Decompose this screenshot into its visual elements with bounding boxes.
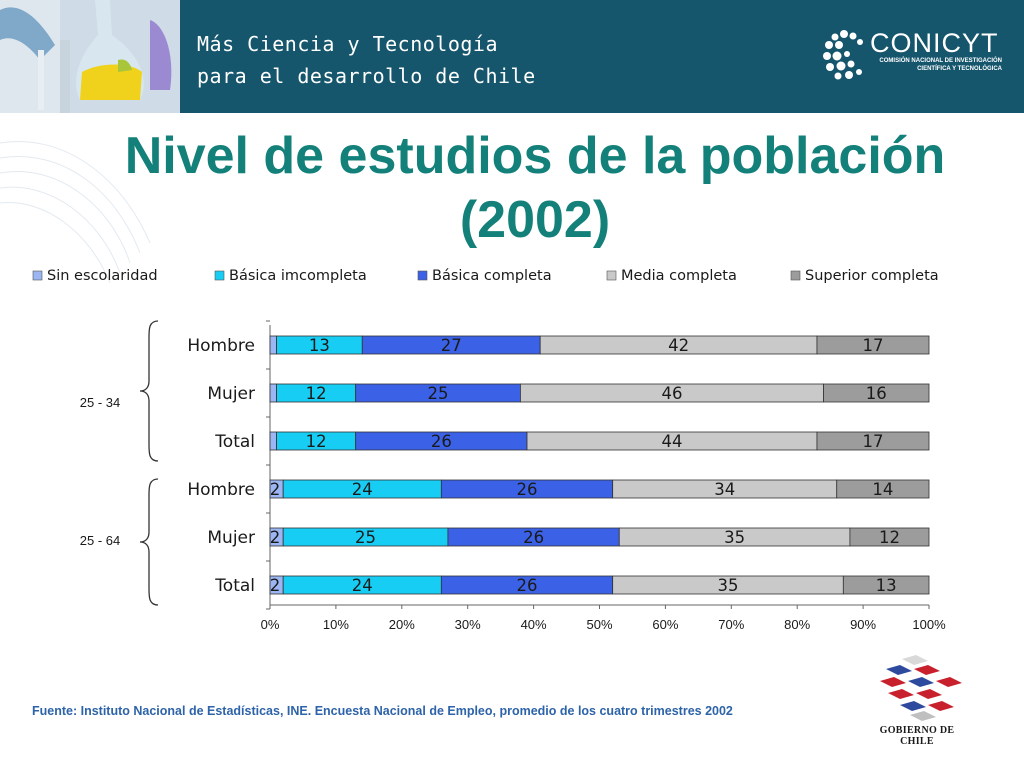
gobierno-de-chile-logo: GOBIERNO DE CHILE — [862, 655, 972, 747]
data-label: 12 — [306, 384, 327, 403]
category-label: Hombre — [187, 480, 255, 500]
header-banner: Más Ciencia y Tecnología para el desarro… — [0, 0, 1024, 113]
x-tick-label: 80% — [784, 617, 810, 632]
data-label: 17 — [862, 336, 883, 355]
tagline-line-1: Más Ciencia y Tecnología — [197, 32, 498, 56]
legend-swatch — [214, 270, 225, 281]
data-label: 12 — [879, 528, 900, 547]
category-label: Total — [214, 432, 255, 452]
legend-label: Sin escolaridad — [47, 268, 158, 284]
data-label: 12 — [306, 432, 327, 451]
conicyt-subtitle-line-2: CIENTÍFICA Y TECNOLÓGICA — [917, 66, 1002, 72]
data-label: 44 — [661, 432, 682, 451]
tagline-line-2: para el desarrollo de Chile — [197, 64, 536, 88]
category-label: Mujer — [207, 528, 255, 548]
category-label: Total — [214, 576, 255, 596]
bar-segment — [269, 431, 277, 451]
x-tick-label: 30% — [455, 617, 481, 632]
bar-segment — [269, 383, 277, 403]
data-label: 2 — [270, 480, 281, 499]
bar-segment — [836, 479, 930, 499]
group-label: 25 - 64 — [80, 533, 120, 548]
x-tick-label: 100% — [912, 617, 946, 632]
data-label: 13 — [876, 576, 897, 595]
group-brace — [139, 478, 159, 606]
data-label: 42 — [668, 336, 689, 355]
legend-swatch — [417, 270, 428, 281]
bar-segment — [842, 575, 930, 595]
x-tick-label: 70% — [718, 617, 744, 632]
group-brace — [139, 320, 159, 462]
conicyt-subtitle: COMISIÓN NACIONAL DE INVESTIGACIÓN CIENT… — [874, 57, 1002, 73]
slide-title-line-2: (2002) — [459, 191, 611, 249]
slide-title: Nivel de estudios de la población (2002) — [70, 124, 1000, 252]
education-level-chart: Sin escolaridad Básica imcompleta Básica c… — [32, 268, 946, 632]
category-label: Hombre — [187, 336, 255, 356]
bar-segment — [823, 383, 930, 403]
data-label: 26 — [517, 480, 538, 499]
legend-label: Superior completa — [805, 268, 939, 284]
gobierno-cubes-icon — [880, 655, 962, 721]
legend-swatch — [606, 270, 617, 281]
data-label: 25 — [355, 528, 376, 547]
x-tick-label: 20% — [389, 617, 415, 632]
legend-label: Básica completa — [432, 268, 552, 284]
conicyt-subtitle-line-1: COMISIÓN NACIONAL DE INVESTIGACIÓN — [879, 58, 1002, 64]
conicyt-wordmark: CONICYT — [870, 28, 999, 58]
laboratory-photo — [0, 0, 180, 113]
data-label: 13 — [309, 336, 330, 355]
x-tick-label: 60% — [652, 617, 678, 632]
x-tick-label: 0% — [261, 617, 280, 632]
data-label: 16 — [866, 384, 887, 403]
x-tick-label: 10% — [323, 617, 349, 632]
data-label: 2 — [270, 576, 281, 595]
x-tick-label: 50% — [586, 617, 612, 632]
conicyt-logo: CONICYT COMISIÓN NACIONAL DE INVESTIGACI… — [822, 28, 1012, 82]
bar-segment — [816, 335, 930, 355]
bar-segment — [816, 431, 930, 451]
data-label: 26 — [431, 432, 452, 451]
data-label: 14 — [872, 480, 893, 499]
gobierno-de-chile-text: GOBIERNO DE CHILE — [879, 725, 955, 747]
data-label: 26 — [517, 576, 538, 595]
header-tagline: Más Ciencia y Tecnología para el desarro… — [197, 28, 536, 92]
data-label: 24 — [352, 576, 373, 595]
legend-swatch — [32, 270, 43, 281]
conicyt-dots-icon — [823, 30, 863, 80]
decorative-swirl — [0, 141, 151, 284]
data-label: 25 — [428, 384, 449, 403]
x-tick-label: 40% — [521, 617, 547, 632]
data-label: 46 — [661, 384, 682, 403]
data-label: 27 — [441, 336, 462, 355]
data-label: 26 — [523, 528, 544, 547]
slide-title-line-1: Nivel de estudios de la población — [124, 127, 946, 185]
x-tick-label: 90% — [850, 617, 876, 632]
data-label: 34 — [714, 480, 735, 499]
data-label: 17 — [862, 432, 883, 451]
legend-label: Media completa — [621, 268, 737, 284]
data-label: 35 — [724, 528, 745, 547]
legend-swatch — [790, 270, 801, 281]
data-label: 24 — [352, 480, 373, 499]
category-label: Mujer — [207, 384, 255, 404]
legend-label: Básica imcompleta — [229, 268, 367, 284]
bar-segment — [849, 527, 930, 547]
source-note: Fuente: Instituto Nacional de Estadístic… — [32, 704, 733, 718]
data-label: 35 — [718, 576, 739, 595]
bar-segment — [269, 335, 277, 355]
data-label: 2 — [270, 528, 281, 547]
group-label: 25 - 34 — [80, 395, 120, 410]
